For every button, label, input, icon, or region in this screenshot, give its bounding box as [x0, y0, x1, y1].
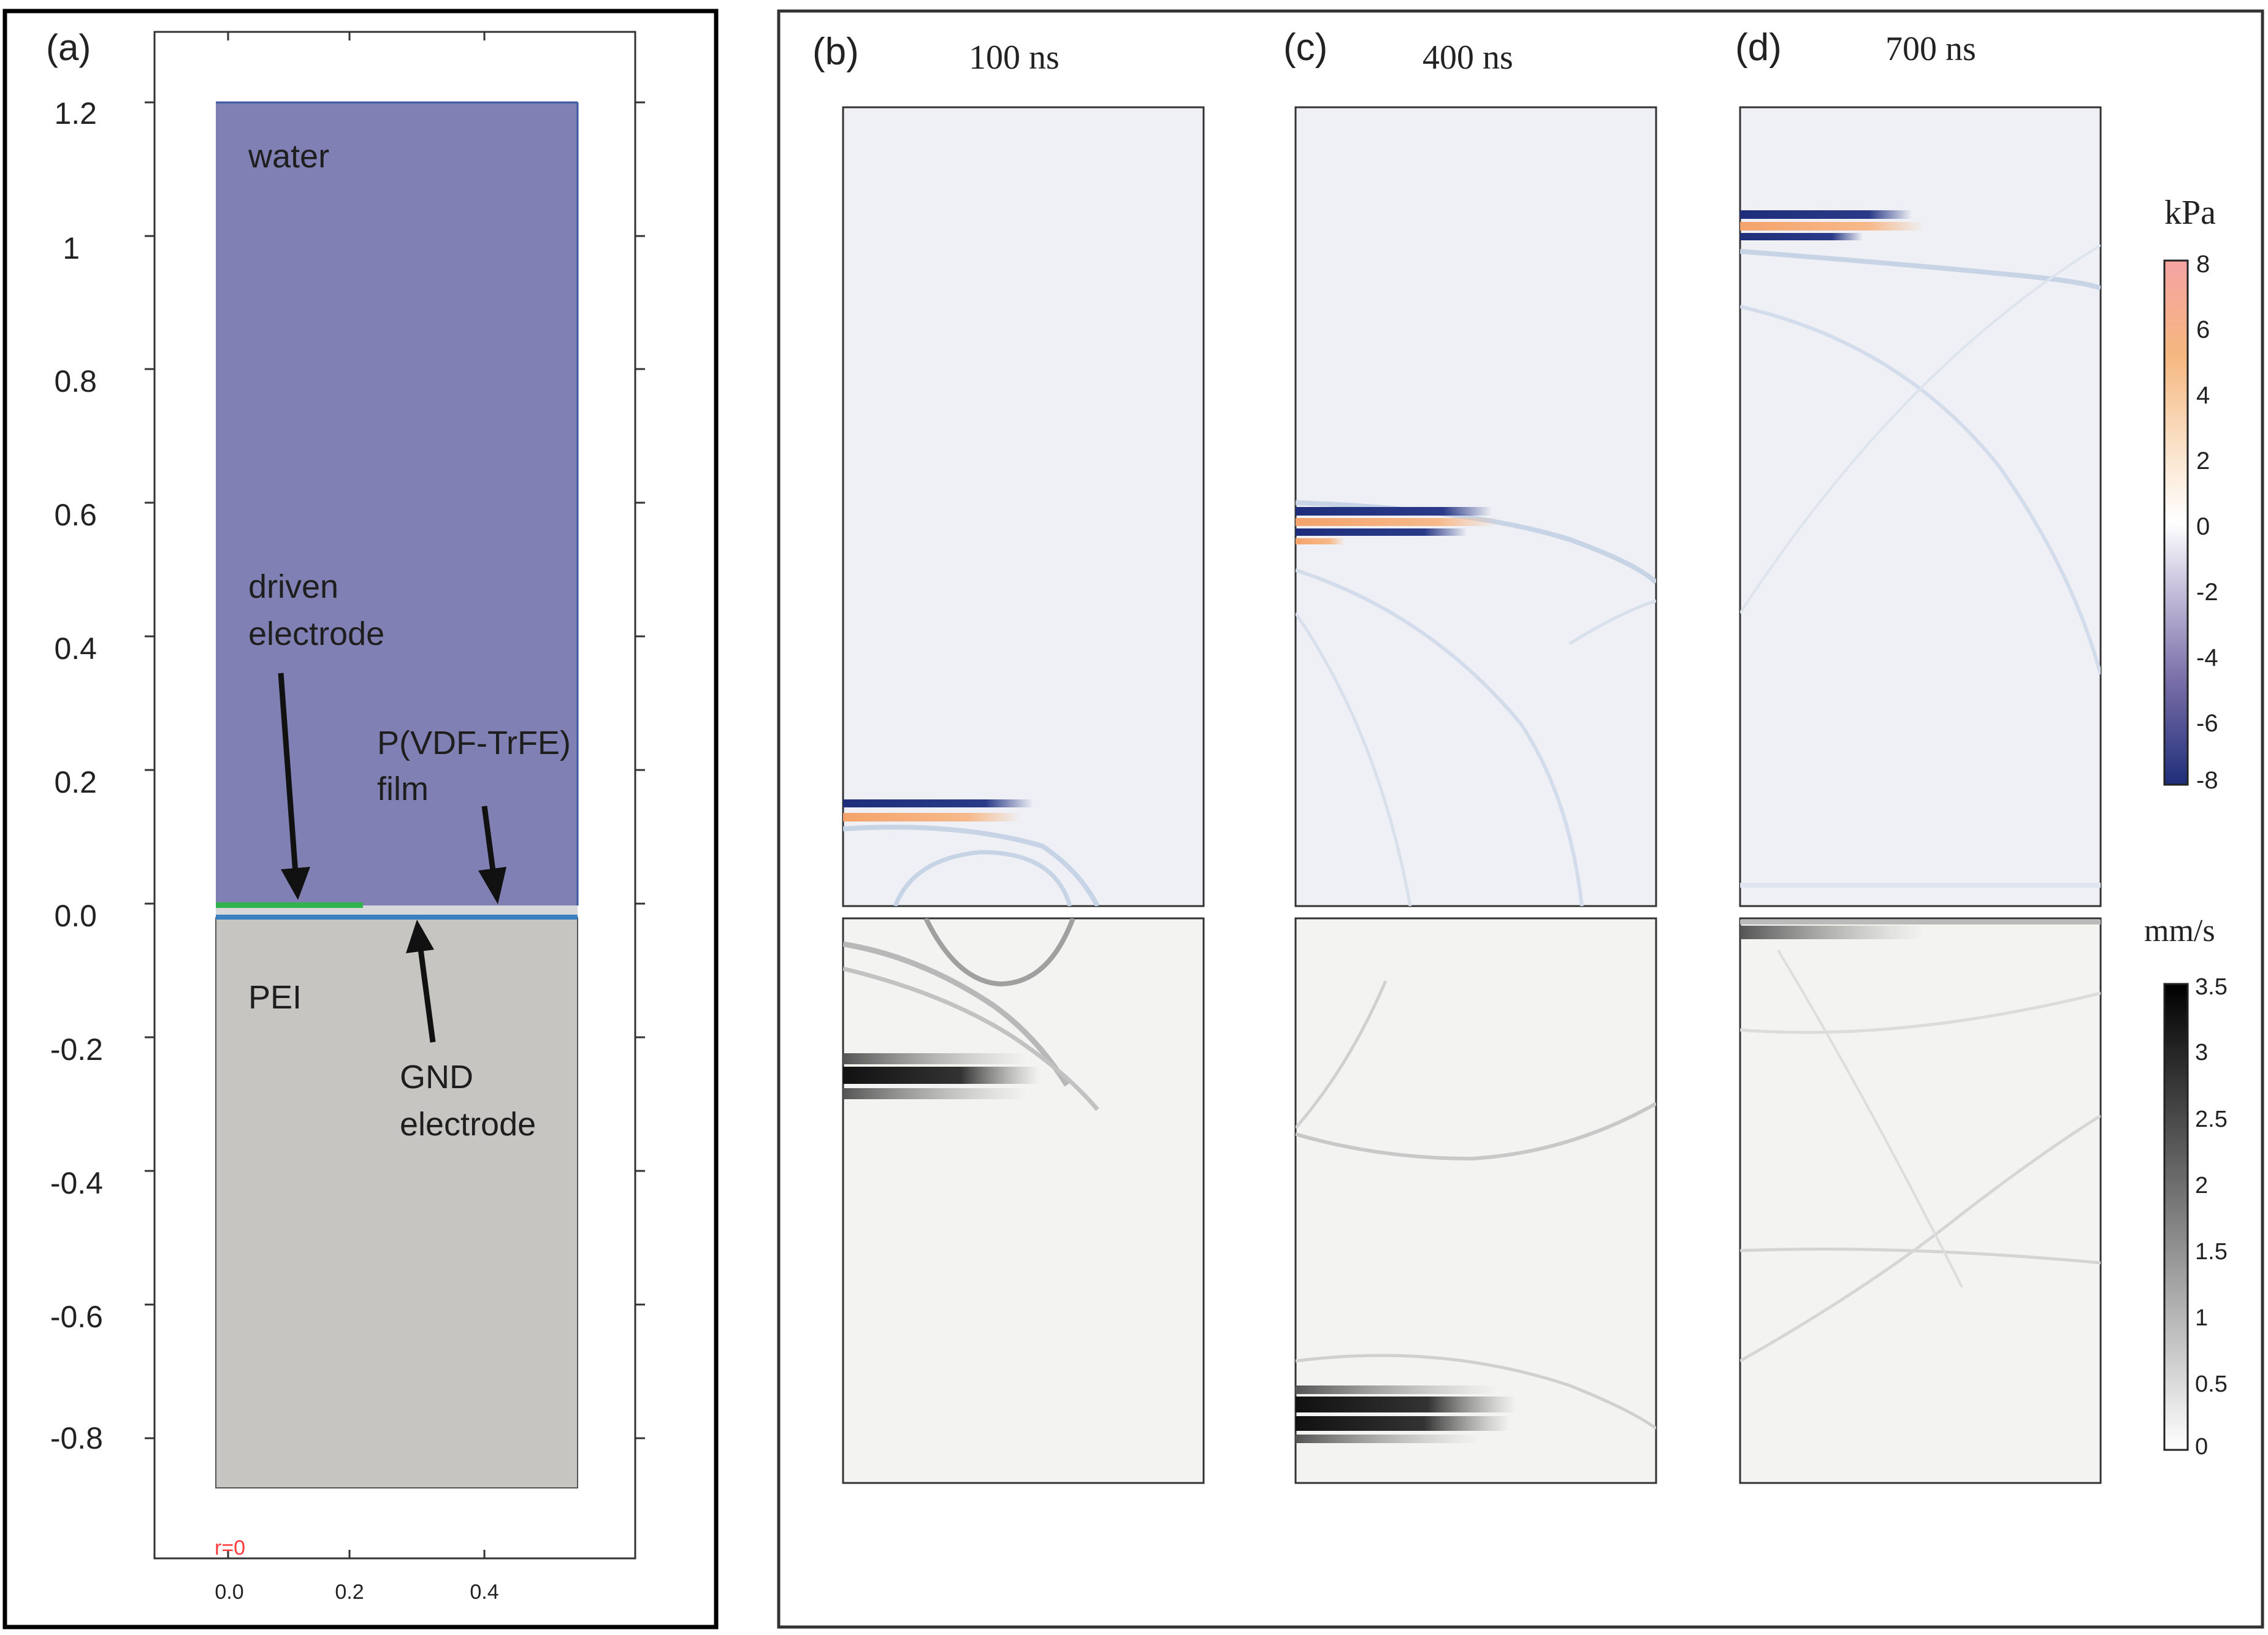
- panel-a-label: (a): [46, 27, 91, 68]
- velocity-colorbar-unit: mm/s: [2144, 913, 2215, 948]
- panel-d-pressure-field: [1739, 106, 2102, 907]
- velocity-tick: 1: [2195, 1305, 2208, 1331]
- panel-a-x-ticks: [227, 32, 486, 1558]
- panel-b-pressure-field: [842, 106, 1205, 907]
- pressure-colorbar-unit: kPa: [2164, 194, 2216, 232]
- pressure-tick: 4: [2196, 382, 2210, 409]
- velocity-tick: 3.5: [2195, 974, 2228, 1000]
- panel-b-label: (b): [812, 31, 859, 73]
- y-tick-label: 0.0: [54, 899, 97, 933]
- y-tick-label: -0.4: [50, 1166, 103, 1200]
- panel-c-pressure-field: [1294, 106, 1657, 907]
- pressure-colorbar: [2163, 259, 2189, 786]
- pressure-colorbar-ticks: 8 6 4 2 0 -2 -4 -6 -8: [2196, 251, 2218, 794]
- velocity-tick: 0: [2195, 1434, 2208, 1460]
- pressure-tick: -8: [2196, 767, 2218, 794]
- gnd-electrode-arrow: [406, 920, 436, 1043]
- panel-c-time: 400 ns: [1422, 39, 1513, 77]
- pressure-tick: -2: [2196, 579, 2218, 606]
- panel-d-velocity-field: [1739, 917, 2102, 1484]
- driven-electrode-label-line1: driven: [248, 568, 338, 605]
- pei-label: PEI: [248, 979, 302, 1016]
- y-tick-label: 0.4: [54, 631, 97, 666]
- velocity-tick: 3: [2195, 1040, 2208, 1065]
- axis-origin-label: r=0: [215, 1536, 245, 1560]
- velocity-colorbar-ticks: 3.5 3 2.5 2 1.5 1 0.5 0: [2195, 974, 2228, 1460]
- driven-electrode-label-line2: electrode: [248, 616, 384, 652]
- film-arrow: [478, 806, 506, 904]
- y-tick-label: 0.2: [54, 765, 97, 799]
- pei-region: [215, 917, 578, 1488]
- panel-d-label: (d): [1735, 26, 1782, 69]
- velocity-tick: 2: [2195, 1173, 2208, 1199]
- film-label-line2: film: [377, 771, 429, 807]
- velocity-tick: 1.5: [2195, 1239, 2228, 1265]
- water-region: [216, 102, 578, 905]
- y-tick-label: -0.2: [50, 1032, 103, 1067]
- driven-electrode-arrow: [278, 673, 310, 900]
- panel-d-time: 700 ns: [1885, 30, 1976, 68]
- panel-b-velocity-field: [842, 917, 1205, 1484]
- gnd-electrode: [216, 915, 578, 920]
- pressure-tick: 8: [2196, 251, 2210, 278]
- panel-a-axes-box: [153, 31, 636, 1560]
- x-tick-label: 0.0: [215, 1580, 243, 1604]
- gnd-electrode-label-line2: electrode: [400, 1106, 536, 1143]
- y-tick-label: 0.6: [54, 498, 97, 532]
- driven-electrode: [216, 902, 363, 908]
- velocity-tick: 2.5: [2195, 1107, 2228, 1132]
- water-label: water: [248, 138, 329, 175]
- panel-b-time: 100 ns: [969, 39, 1060, 77]
- pressure-tick: 2: [2196, 448, 2210, 474]
- pressure-tick: -6: [2196, 710, 2218, 737]
- pressure-tick: 6: [2196, 316, 2210, 343]
- pressure-tick: 0: [2196, 513, 2210, 540]
- y-tick-label: 1.2: [54, 96, 97, 131]
- panel-c-label: (c): [1283, 26, 1327, 69]
- velocity-colorbar: [2163, 983, 2189, 1451]
- x-tick-label: 0.2: [335, 1580, 364, 1604]
- x-tick-label: 0.4: [470, 1580, 498, 1604]
- panel-c-velocity-field: [1294, 917, 1657, 1484]
- y-tick-label: 0.8: [54, 364, 97, 398]
- panel-a-y-ticks: [145, 101, 645, 1439]
- y-tick-label: -0.6: [50, 1300, 103, 1334]
- pressure-tick: -4: [2196, 644, 2218, 671]
- velocity-tick: 0.5: [2195, 1371, 2228, 1397]
- y-tick-label: -0.8: [50, 1421, 103, 1455]
- gnd-electrode-label-line1: GND: [400, 1059, 473, 1096]
- y-tick-label: 1: [63, 231, 80, 265]
- panel-a-y-tick-labels: 1.2 1 0.8 0.6 0.4 0.2 0.0 -0.2 -0.4 -0.6…: [50, 96, 103, 1455]
- film-label-line1: P(VDF-TrFE): [377, 725, 571, 761]
- panel-a-x-tick-labels: 0.0 0.2 0.4: [215, 1580, 498, 1604]
